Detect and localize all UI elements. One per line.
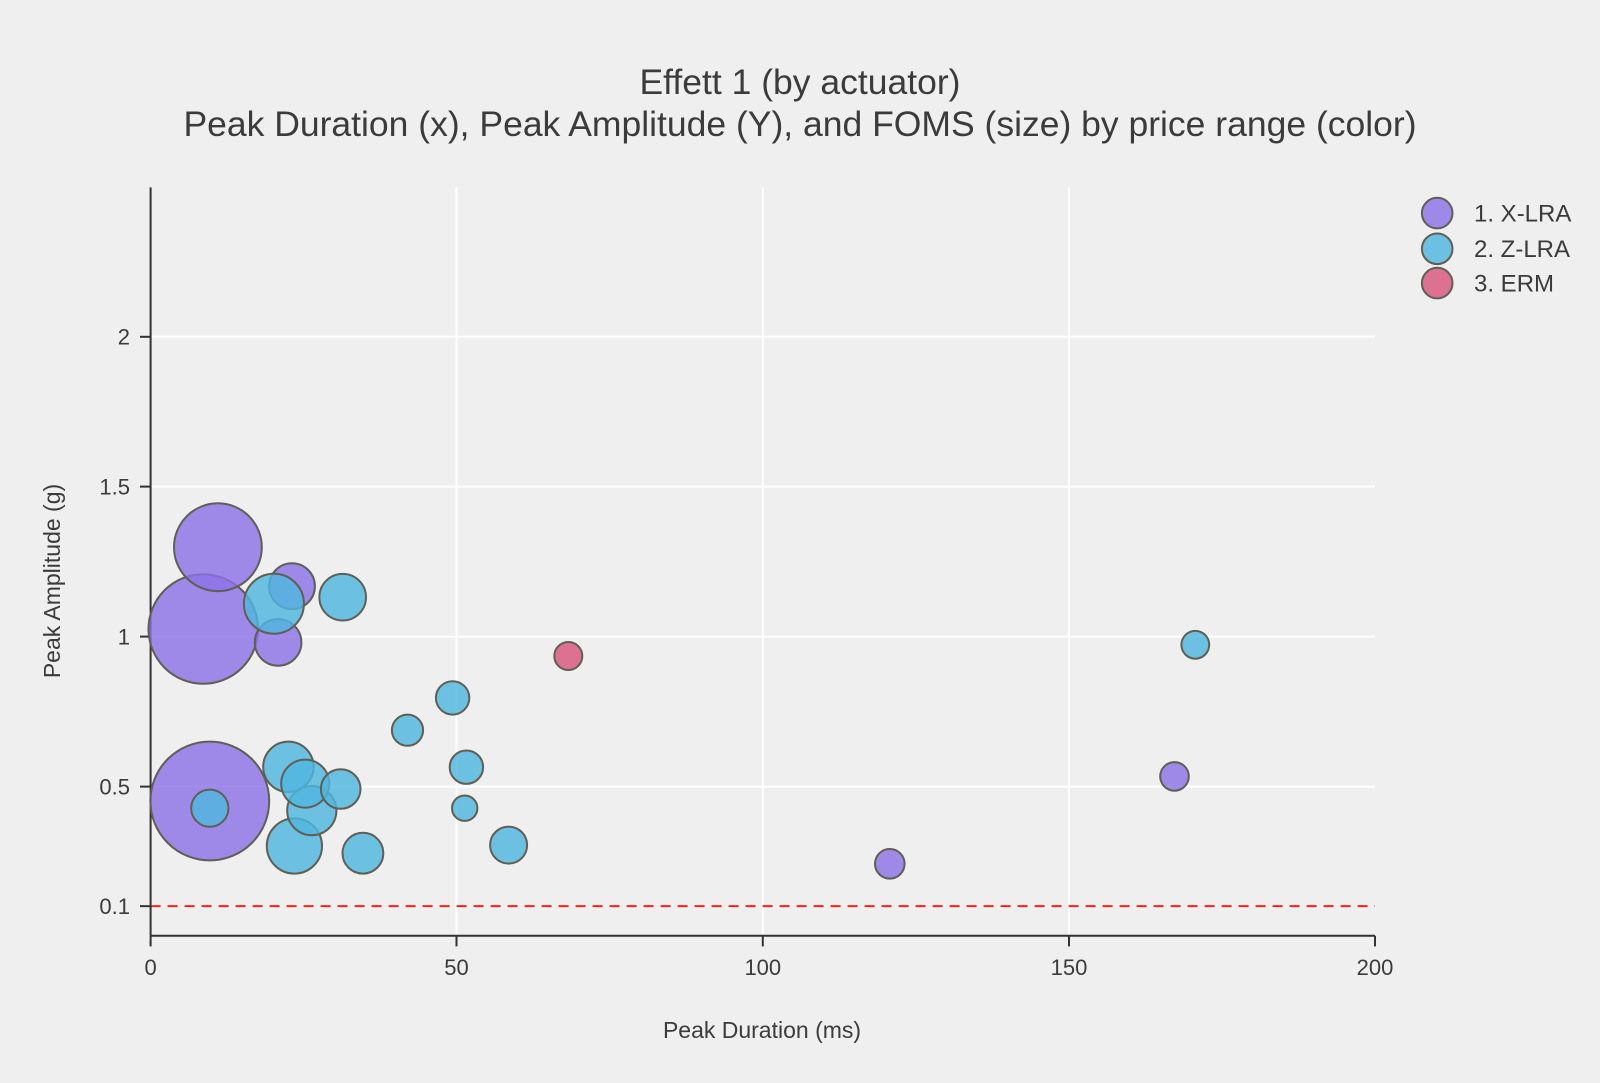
svg-text:0.1: 0.1 xyxy=(99,894,130,919)
svg-text:3. ERM: 3. ERM xyxy=(1474,271,1554,298)
svg-text:1. X-LRA: 1. X-LRA xyxy=(1474,201,1571,228)
svg-text:1.5: 1.5 xyxy=(99,474,130,499)
svg-text:1: 1 xyxy=(118,624,130,649)
svg-text:100: 100 xyxy=(744,955,781,980)
svg-text:0.5: 0.5 xyxy=(99,774,130,799)
svg-text:150: 150 xyxy=(1051,955,1088,980)
svg-text:0: 0 xyxy=(144,955,156,980)
svg-text:200: 200 xyxy=(1357,955,1394,980)
svg-text:2: 2 xyxy=(118,325,130,350)
svg-text:2. Z-LRA: 2. Z-LRA xyxy=(1474,236,1570,263)
svg-text:Peak Duration (ms): Peak Duration (ms) xyxy=(663,1017,861,1043)
svg-text:50: 50 xyxy=(444,955,468,980)
svg-text:Peak Amplitude (g): Peak Amplitude (g) xyxy=(39,484,65,678)
